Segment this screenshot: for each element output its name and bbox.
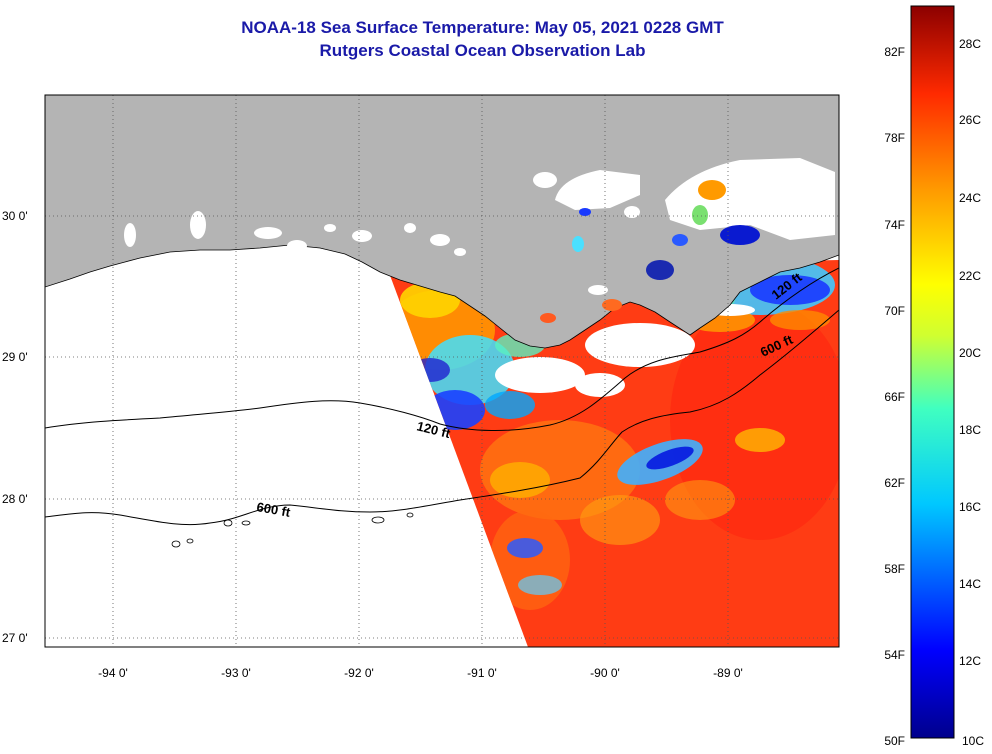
- f-label: 54F: [884, 648, 905, 662]
- f-label: 58F: [884, 562, 905, 576]
- c-label: 26C: [959, 113, 981, 127]
- c-label: 24C: [959, 191, 981, 205]
- map-subtitle: Rutgers Coastal Ocean Observation Lab: [319, 41, 646, 60]
- longitude-labels: -94 0' -93 0' -92 0' -91 0' -90 0' -89 0…: [98, 666, 743, 680]
- f-label: 82F: [884, 45, 905, 59]
- lon-label: -93 0': [221, 666, 251, 680]
- f-label: 70F: [884, 304, 905, 318]
- c-label: 18C: [959, 423, 981, 437]
- f-label: 66F: [884, 390, 905, 404]
- land-features: [124, 158, 835, 295]
- lat-label: 27 0': [2, 631, 28, 645]
- lon-label: -89 0': [713, 666, 743, 680]
- lon-label: -91 0': [467, 666, 497, 680]
- latitude-labels: 30 0' 29 0' 28 0' 27 0': [2, 209, 28, 645]
- lon-label: -92 0': [344, 666, 374, 680]
- lat-label: 29 0': [2, 350, 28, 364]
- c-label: 10C: [962, 734, 984, 748]
- isobath-120ft: [45, 267, 839, 432]
- colorbar: [910, 5, 955, 739]
- f-label: 50F: [884, 734, 905, 748]
- lon-label: -90 0': [590, 666, 620, 680]
- isobath-600ft: [45, 309, 839, 526]
- c-label: 14C: [959, 577, 981, 591]
- f-label: 78F: [884, 131, 905, 145]
- f-label: 62F: [884, 476, 905, 490]
- lat-label: 28 0': [2, 492, 28, 506]
- lat-label: 30 0': [2, 209, 28, 223]
- map-title: NOAA-18 Sea Surface Temperature: May 05,…: [241, 18, 724, 37]
- c-label: 12C: [959, 654, 981, 668]
- c-label: 16C: [959, 500, 981, 514]
- c-label: 22C: [959, 269, 981, 283]
- sst-swath: [388, 260, 839, 647]
- c-label: 28C: [959, 37, 981, 51]
- land-mass: [45, 95, 839, 349]
- contour-label: 600 ft: [255, 499, 292, 520]
- f-label: 74F: [884, 218, 905, 232]
- graticule: [45, 95, 839, 647]
- colorbar-f-labels: 82F 78F 74F 70F 66F 62F 58F 54F 50F: [884, 45, 905, 748]
- c-label: 20C: [959, 346, 981, 360]
- lon-label: -94 0': [98, 666, 128, 680]
- colorbar-c-labels: 28C 26C 24C 22C 20C 18C 16C 14C 12C 10C: [959, 37, 984, 748]
